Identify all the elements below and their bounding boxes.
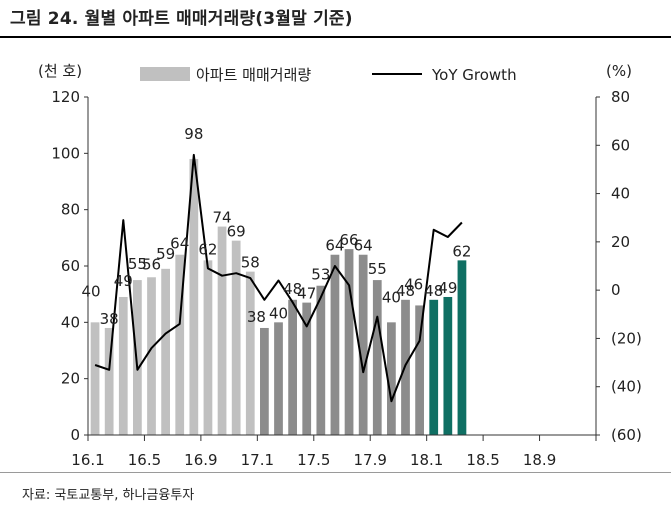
left-tick-label-20: 20 — [61, 370, 80, 388]
x-tick-label-17.9: 17.9 — [354, 451, 387, 469]
bar-16.8 — [189, 158, 199, 435]
bar-value-label-17.4: 47 — [297, 285, 316, 303]
bar-value-label-16.9: 62 — [198, 240, 217, 258]
bar-value-label-17.6: 64 — [325, 237, 344, 255]
right-tick-label-4: 20 — [611, 233, 630, 251]
bar-value-label-16.1: 40 — [82, 282, 101, 300]
title-divider — [0, 36, 671, 38]
bar-16.12 — [245, 271, 255, 435]
left-tick-label-0: 0 — [70, 426, 80, 444]
right-tick-label-5: 40 — [611, 185, 630, 203]
right-tick-label-1: (40) — [611, 378, 642, 396]
bar-value-label-17.8: 64 — [354, 237, 373, 255]
bar-17.2 — [274, 322, 283, 435]
bar-value-label-16.6: 59 — [156, 245, 175, 263]
bar-value-label-17.1: 38 — [247, 308, 266, 326]
bar-value-label-18.1: 48 — [424, 282, 443, 300]
bar-17.8 — [358, 254, 368, 435]
bar-value-label-17.2: 40 — [269, 304, 288, 322]
bar-value-label-16.7: 64 — [170, 235, 189, 253]
source-note: 자료: 국토교통부, 하나금융투자 — [22, 488, 195, 503]
legend: 아파트 매매거래량 YoY Growth — [140, 66, 517, 84]
bar-value-label-16.11: 69 — [227, 223, 246, 241]
bar-value-label-16.12: 58 — [241, 254, 260, 272]
bar-value-label-16.8: 98 — [184, 125, 203, 143]
x-tick-label-18.5: 18.5 — [466, 451, 499, 469]
x-tick-label-17.1: 17.1 — [241, 451, 274, 469]
bar-value-label-17.12: 46 — [404, 275, 423, 293]
bar-18.3 — [457, 260, 467, 435]
axes-group: 020406080100120(60)(40)(20)02040608016.1… — [51, 88, 641, 469]
bar-value-label-18.2: 49 — [438, 279, 457, 297]
bar-value-label-16.10: 74 — [213, 209, 232, 227]
right-tick-label-7: 80 — [611, 88, 630, 106]
left-axis-unit: (천 호) — [38, 62, 82, 80]
x-tick-label-18.9: 18.9 — [523, 451, 556, 469]
right-tick-label-2: (20) — [611, 329, 642, 347]
bar-value-label-16.4: 55 — [128, 255, 147, 273]
bar-16.5 — [147, 277, 156, 435]
right-tick-label-3: 0 — [611, 281, 621, 299]
x-tick-label-17.5: 17.5 — [297, 451, 330, 469]
right-axis-unit: (%) — [606, 62, 632, 80]
bar-17.3 — [288, 299, 297, 435]
x-tick-label-16.9: 16.9 — [184, 451, 217, 469]
chart: 020406080100120(60)(40)(20)02040608016.1… — [38, 62, 642, 469]
bar-value-label-17.9: 55 — [368, 260, 387, 278]
left-tick-label-80: 80 — [61, 201, 80, 219]
bar-16.10 — [217, 226, 227, 435]
bar-value-label-18.3: 62 — [452, 242, 471, 260]
bar-16.6 — [161, 268, 170, 435]
bar-value-label-16.3: 49 — [114, 272, 133, 290]
bar-18.2 — [443, 296, 453, 435]
bar-17.6 — [330, 254, 340, 435]
bar-17.7 — [344, 249, 354, 435]
bar-17.4 — [302, 302, 312, 435]
legend-label-bar: 아파트 매매거래량 — [196, 66, 311, 84]
bar-value-label-17.5: 53 — [311, 266, 330, 284]
figure-title: 그림 24. 월별 아파트 매매거래량(3월말 기준) — [10, 9, 353, 29]
bar-17.1 — [260, 327, 269, 435]
x-tick-label-18.1: 18.1 — [410, 451, 443, 469]
bar-17.12 — [415, 305, 424, 435]
bar-16.1 — [90, 322, 100, 435]
left-tick-label-120: 120 — [51, 88, 80, 106]
bar-value-label-17.11: 48 — [396, 282, 415, 300]
bar-16.9 — [203, 260, 213, 435]
bar-17.10 — [387, 322, 396, 435]
x-tick-label-16.5: 16.5 — [128, 451, 161, 469]
bar-17.5 — [316, 285, 326, 435]
bar-16.3 — [118, 296, 128, 435]
bar-16.2 — [104, 327, 114, 435]
left-tick-label-40: 40 — [61, 313, 80, 331]
bar-value-label-17.7: 66 — [340, 231, 359, 249]
legend-label-line: YoY Growth — [431, 66, 517, 84]
right-tick-label-6: 60 — [611, 136, 630, 154]
yoy-line-group — [94, 153, 463, 403]
bar-value-label-17.3: 48 — [283, 280, 302, 298]
left-tick-label-60: 60 — [61, 257, 80, 275]
bar-value-label-17.10: 40 — [382, 288, 401, 306]
x-tick-label-16.1: 16.1 — [71, 451, 104, 469]
bar-value-label-16.5: 56 — [142, 255, 161, 273]
bar-16.11 — [231, 240, 241, 435]
left-tick-label-100: 100 — [51, 144, 80, 162]
bar-16.4 — [133, 280, 142, 435]
legend-swatch-bar — [140, 67, 190, 81]
source-divider — [0, 472, 671, 473]
right-tick-label-0: (60) — [611, 426, 642, 444]
bars-group — [90, 158, 467, 435]
bar-17.9 — [372, 280, 382, 435]
bar-value-label-16.2: 38 — [100, 310, 119, 328]
bar-18.1 — [429, 299, 439, 435]
yoy-growth-line — [94, 153, 463, 403]
bar-16.7 — [175, 254, 185, 435]
